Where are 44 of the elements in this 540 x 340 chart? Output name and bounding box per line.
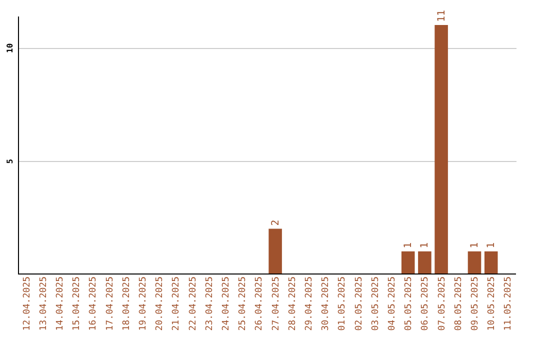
x-tick-label: 23.04.2025 (204, 276, 215, 331)
x-tick-label: 11.05.2025 (504, 276, 514, 331)
y-tick-label: 10 (6, 43, 14, 54)
x-tick-label: 12.04.2025 (22, 276, 32, 331)
x-tick-label: 25.04.2025 (238, 276, 248, 331)
x-tick-label: 21.04.2025 (172, 276, 182, 331)
data-label: 1 (486, 242, 498, 248)
x-tick-label: 04.05.2025 (388, 276, 398, 331)
x-tick-label: 05.05.2025 (404, 276, 414, 331)
x-tick-label: 27.04.2025 (271, 276, 282, 331)
data-label: 11 (436, 10, 448, 22)
x-tick-label: 13.04.2025 (38, 276, 49, 331)
x-tick-label: 26.04.2025 (254, 276, 265, 331)
x-tick-label: 10.05.2025 (487, 276, 498, 331)
x-tick-label: 28.04.2025 (288, 276, 298, 331)
bar (434, 25, 448, 274)
bar (468, 251, 482, 274)
x-tick-label: 18.04.2025 (122, 276, 132, 331)
x-tick-label: 16.04.2025 (88, 276, 99, 331)
x-tick-label: 17.04.2025 (105, 276, 116, 331)
x-tick-label: 06.05.2025 (420, 276, 431, 331)
x-tick-label: 02.05.2025 (354, 276, 364, 331)
x-tick-label: 19.04.2025 (138, 276, 148, 331)
data-label: 1 (403, 242, 414, 248)
x-tick-label: 20.04.2025 (155, 276, 166, 331)
x-tick-label: 30.04.2025 (321, 276, 332, 331)
x-tick-label: 01.05.2025 (338, 276, 348, 331)
x-tick-label: 09.05.2025 (470, 276, 480, 331)
x-tick-label: 07.05.2025 (437, 276, 448, 331)
x-tick-label: 14.04.2025 (56, 276, 66, 331)
x-tick-label: 29.04.2025 (304, 276, 314, 331)
x-tick-label: 08.05.2025 (454, 276, 464, 331)
x-tick-label: 03.05.2025 (370, 276, 381, 331)
x-tick-label: 22.04.2025 (188, 276, 198, 331)
x-tick-label: 15.04.2025 (72, 276, 82, 331)
bar (418, 251, 432, 274)
data-label: 1 (420, 242, 431, 248)
bar (268, 228, 282, 274)
x-tick-label: 24.04.2025 (222, 276, 232, 331)
bar (484, 251, 498, 274)
bar (401, 251, 415, 274)
data-label: 1 (470, 242, 480, 248)
data-label: 2 (270, 220, 282, 226)
y-tick-label: 5 (6, 158, 14, 164)
